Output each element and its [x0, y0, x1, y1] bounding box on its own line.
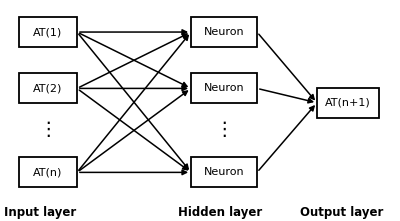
FancyBboxPatch shape: [191, 157, 257, 187]
FancyBboxPatch shape: [19, 73, 77, 103]
FancyBboxPatch shape: [19, 157, 77, 187]
FancyBboxPatch shape: [191, 17, 257, 47]
Text: Output layer: Output layer: [300, 206, 384, 219]
Text: AT(1): AT(1): [33, 27, 63, 37]
Text: Input layer: Input layer: [4, 206, 76, 219]
Text: Neuron: Neuron: [204, 167, 244, 177]
FancyBboxPatch shape: [317, 88, 379, 118]
Text: Neuron: Neuron: [204, 83, 244, 93]
FancyBboxPatch shape: [19, 17, 77, 47]
Text: AT(n+1): AT(n+1): [325, 98, 371, 108]
Text: AT(2): AT(2): [33, 83, 63, 93]
Text: ⋮: ⋮: [38, 120, 58, 139]
Text: AT(n): AT(n): [33, 167, 63, 177]
FancyBboxPatch shape: [191, 73, 257, 103]
Text: Neuron: Neuron: [204, 27, 244, 37]
Text: ⋮: ⋮: [214, 120, 234, 139]
Text: Hidden layer: Hidden layer: [178, 206, 262, 219]
